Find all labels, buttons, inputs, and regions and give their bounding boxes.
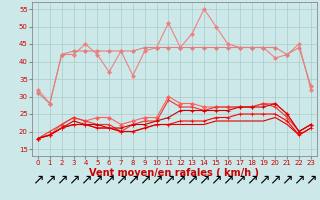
X-axis label: Vent moyen/en rafales ( km/h ): Vent moyen/en rafales ( km/h ) <box>89 168 260 178</box>
